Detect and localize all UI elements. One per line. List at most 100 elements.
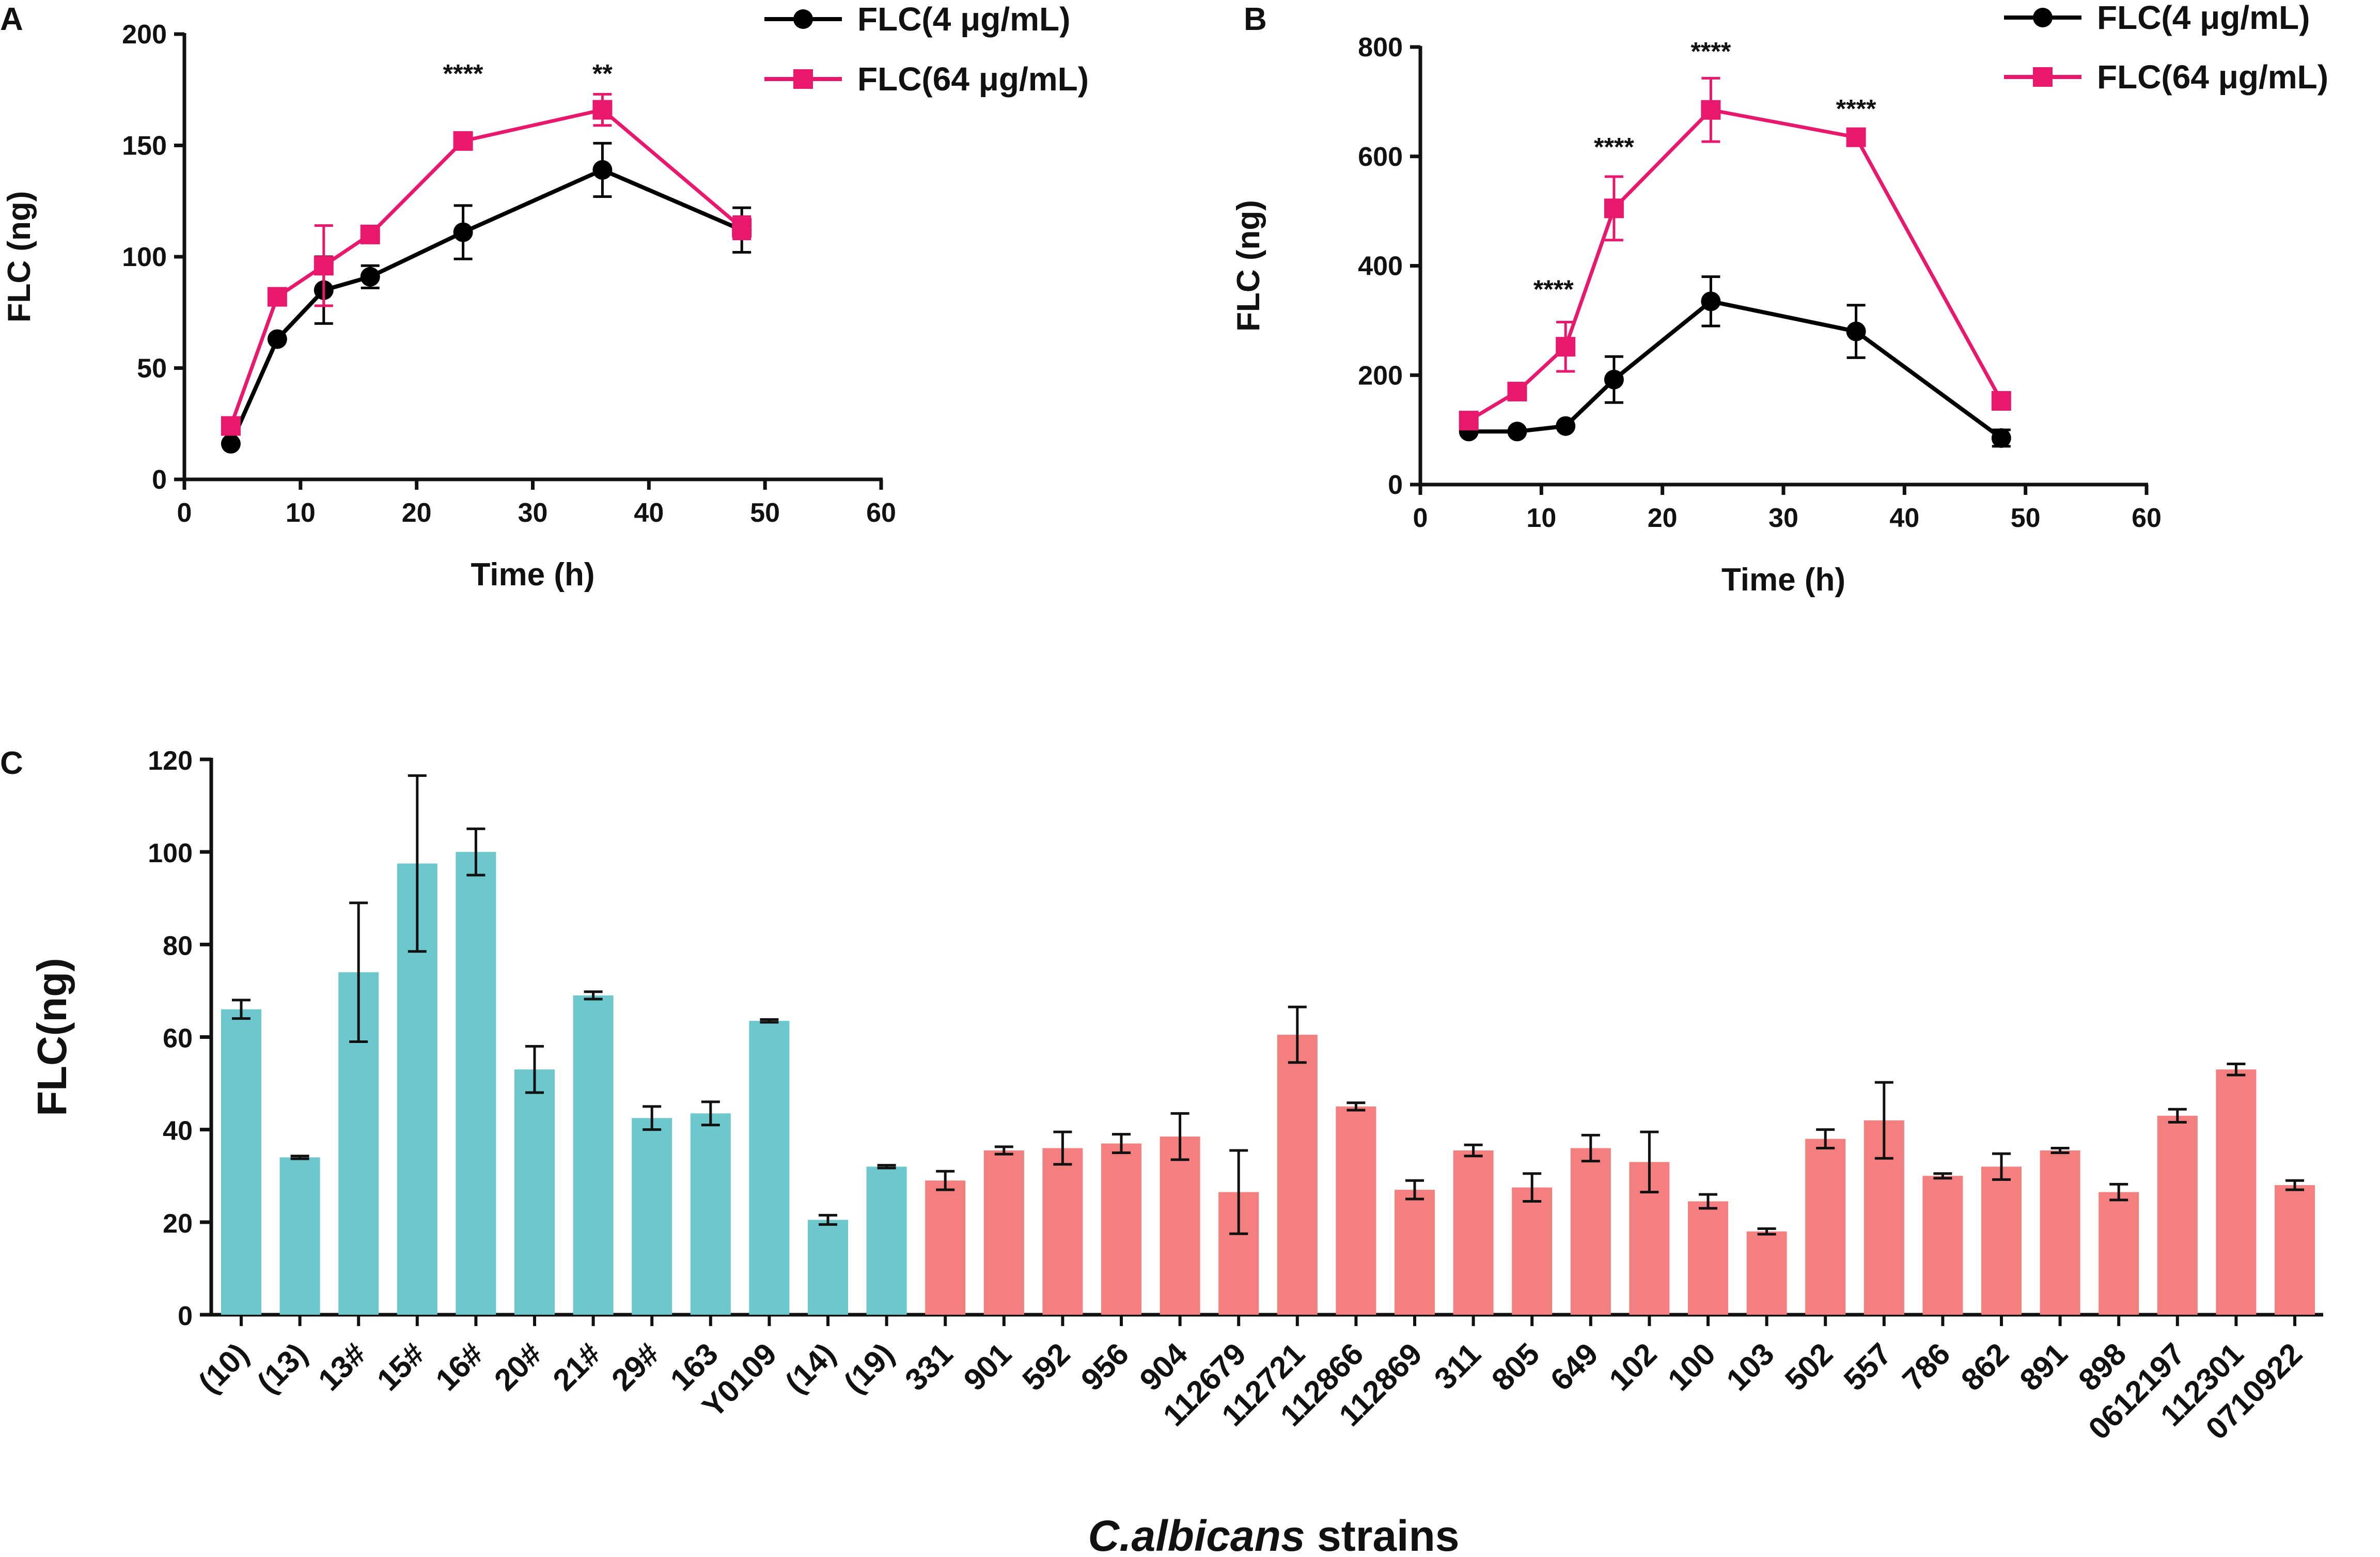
panel-a-point-circle: [453, 222, 473, 242]
panel-c-x-tick-label: (19): [837, 1336, 901, 1400]
panel-c-y-tick-label: 0: [178, 1301, 193, 1331]
panel-c-x-tick-label: 891: [2013, 1336, 2074, 1397]
panel-c-x-tick-label: 311: [1428, 1336, 1488, 1396]
panel-c-y-tick-label: 120: [148, 746, 193, 776]
panel-b-point-square: [1604, 198, 1624, 219]
panel-c-bar: [221, 1009, 261, 1315]
panel-c-xaxis-title: C.albicans strains: [1088, 1512, 1460, 1557]
panel-a-point-square: [267, 287, 287, 307]
panel-c-bar: [573, 995, 614, 1315]
panel-a-point-square: [360, 224, 380, 244]
panel-c-x-tick-label: (10): [192, 1336, 255, 1400]
panel-c-x-tick-label: 956: [1074, 1336, 1135, 1397]
panel-c-x-tick-label: 15#: [370, 1336, 431, 1397]
panel-c-x-tick-label: 29#: [605, 1336, 666, 1397]
panel-b-significance-label: ****: [1690, 37, 1731, 66]
panel-c-bar: [2275, 1185, 2315, 1315]
panel-c-x-tick-label: 102: [1602, 1336, 1663, 1397]
panel-c-bar: [690, 1113, 731, 1315]
panel-c-bar: [2040, 1150, 2080, 1315]
panel-c-x-tick-label: 557: [1837, 1336, 1898, 1397]
panel-a-significance-label: **: [592, 59, 613, 88]
panel-b-y-tick-label: 200: [1358, 361, 1403, 391]
panel-b-series-line: [1468, 299, 2003, 440]
panel-c-x-tick-label: 21#: [546, 1336, 607, 1397]
panel-a-legend-circle: [793, 9, 813, 29]
panel-b-point-circle: [1701, 291, 1721, 312]
panel-a-x-tick-label: 30: [518, 498, 548, 528]
panel-b-significance-label: ****: [1836, 94, 1876, 123]
panel-b-x-tick-label: 30: [1768, 503, 1798, 533]
panel-b-significance-label: ****: [1594, 133, 1634, 162]
panel-b-point-square: [1556, 337, 1576, 357]
panel-b-x-tick-label: 20: [1648, 503, 1678, 533]
panel-c-y-tick-label: 80: [163, 931, 193, 961]
panel-c-bar: [925, 1180, 966, 1315]
panel-c-bar: [1336, 1106, 1376, 1315]
panel-c-bar: [1395, 1190, 1435, 1315]
panel-a-significance-label: ****: [443, 59, 483, 88]
panel-b-y-tick-label: 0: [1388, 470, 1403, 500]
panel-b-x-axis-title: Time (h): [1721, 562, 1845, 598]
panel-c: C C.albicans strains 0 20 40 60 80 100 120 FLC(…: [0, 745, 2323, 1557]
panel-c-x-tick-label: (13): [250, 1336, 314, 1400]
panel-a-point-square: [221, 416, 241, 436]
panel-c-y-tick-label: 20: [163, 1209, 193, 1239]
panel-c-bar: [1042, 1148, 1083, 1315]
panel-a: A 0 50 100 150 200 0 10 20 30 40 50 60 Time (h) FLC (…: [0, 1, 1089, 593]
panel-c-x-tick-label: 592: [1015, 1336, 1076, 1397]
panel-c-x-tick-label: 16#: [429, 1336, 490, 1397]
panel-a-x-axis-title: Time (h): [471, 557, 595, 593]
panel-b-x-tick-label: 10: [1526, 503, 1556, 533]
panel-b-point-square: [1991, 391, 2011, 411]
panel-c-bar: [1512, 1187, 1553, 1315]
panel-c-bar: [2157, 1115, 2198, 1315]
panel-c-bar: [1277, 1035, 1318, 1315]
panel-b-x-tick-label: 40: [1889, 503, 1919, 533]
panel-c-y-axis-title: FLC(ng): [29, 958, 75, 1116]
panel-a-y-axis-title: FLC (ng): [2, 191, 37, 323]
panel-b-y-tick-label: 800: [1358, 33, 1403, 63]
panel-a-y-tick-label: 50: [137, 354, 167, 384]
panel-c-x-tick-label: 100: [1661, 1336, 1722, 1397]
panel-c-bar: [1922, 1176, 1963, 1315]
panel-a-point-square: [453, 131, 473, 151]
panel-b-legend-label: FLC(64 μg/mL): [2097, 58, 2328, 96]
panel-a-x-tick-label: 60: [866, 498, 896, 528]
panel-c-bar: [1570, 1148, 1611, 1315]
panel-a-series-line: [229, 167, 743, 445]
panel-c-bar: [1805, 1139, 1846, 1315]
panel-c-bar: [1688, 1201, 1728, 1315]
panel-b-point-circle: [1846, 321, 1866, 341]
panel-c-bar: [456, 852, 496, 1315]
panel-a-legend-label: FLC(4 μg/mL): [857, 1, 1070, 38]
panel-a-x-tick-label: 40: [634, 498, 664, 528]
panel-a-x-tick-label: 20: [402, 498, 432, 528]
panel-a-y-tick-label: 100: [122, 242, 167, 272]
panel-c-x-tick-label: 331: [898, 1336, 959, 1397]
panel-a-point-square: [732, 217, 752, 238]
panel-b-legend-label: FLC(4 μg/mL): [2097, 0, 2310, 36]
panel-a-series-line: [229, 108, 743, 427]
panel-c-bar: [1101, 1143, 1141, 1315]
panel-a-y-tick-label: 200: [122, 20, 167, 50]
panel-c-title-italic: C.albicans: [1088, 1512, 1305, 1557]
panel-c-bar: [632, 1118, 672, 1315]
panel-a-point-circle: [221, 434, 241, 454]
panel-b-series-line: [1467, 108, 2003, 423]
panel-b-point-square: [1507, 382, 1527, 402]
panel-c-title-rest: strains: [1305, 1512, 1460, 1557]
panel-a-x-tick-label: 10: [286, 498, 316, 528]
panel-b-y-tick-label: 400: [1358, 252, 1403, 282]
panel-b: B 0 200 400 600 800 0 10 20 30 40 50 60 Time (h) FLC …: [1231, 0, 2328, 598]
panel-c-x-tick-label: 502: [1778, 1336, 1839, 1397]
panel-c-bar: [749, 1021, 790, 1315]
panel-c-x-tick-label: 649: [1544, 1336, 1605, 1397]
panel-c-bar: [866, 1166, 907, 1315]
panel-c-x-tick-label: 901: [957, 1336, 1018, 1397]
panel-b-point-circle: [1556, 416, 1576, 436]
panel-b-point-circle: [1991, 428, 2011, 448]
panel-c-bar: [808, 1220, 848, 1315]
panel-c-bar: [2099, 1192, 2139, 1315]
panel-c-bar: [1981, 1166, 2022, 1315]
